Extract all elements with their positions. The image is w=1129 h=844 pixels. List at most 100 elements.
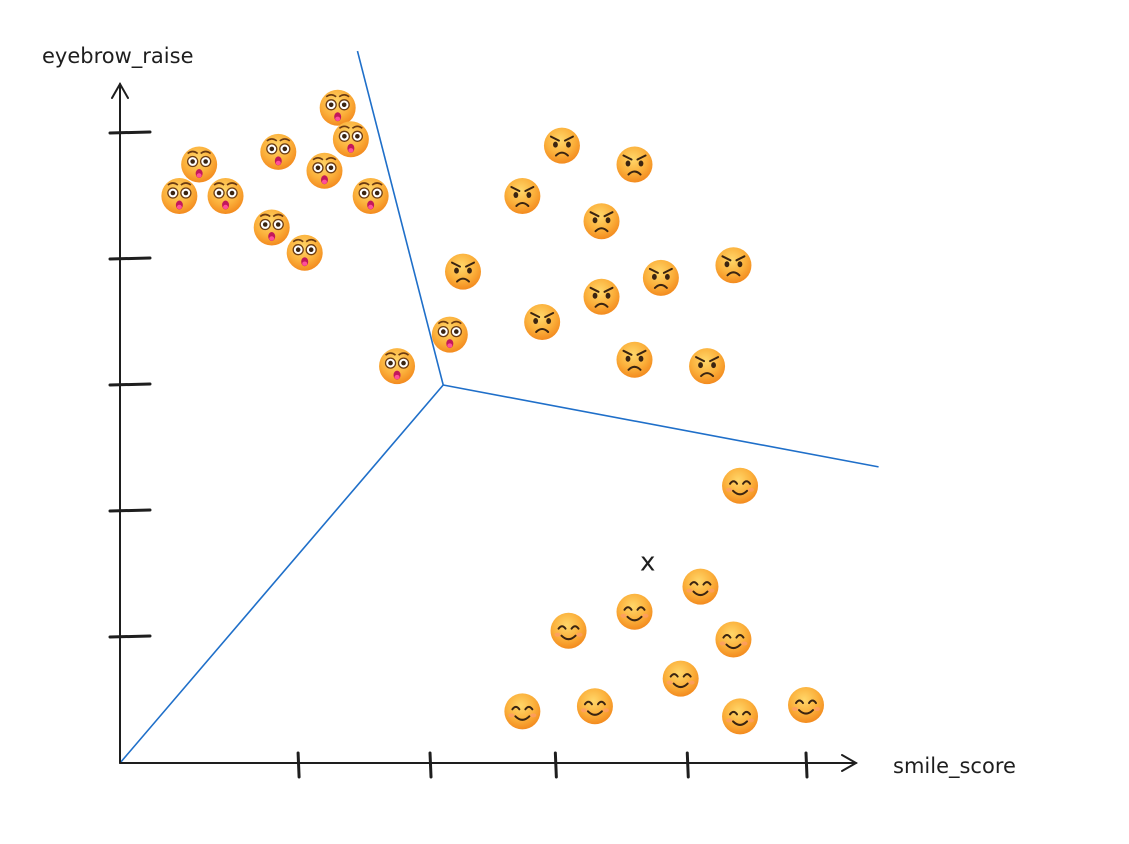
- eyebrow: [622, 349, 647, 356]
- decision-boundaries: [119, 50, 879, 764]
- mouth: [515, 202, 530, 207]
- x-axis-label: smile_score: [893, 754, 1016, 779]
- eye: [737, 261, 743, 268]
- y-tick: [108, 508, 152, 513]
- eyebrow: [351, 125, 363, 129]
- mouth: [627, 170, 642, 176]
- eyebrow: [167, 182, 179, 186]
- eye-pupil: [170, 190, 176, 196]
- face-disc: [543, 127, 580, 164]
- eyebrow: [398, 352, 410, 356]
- eye: [638, 355, 644, 362]
- eye-pupil: [341, 102, 347, 108]
- eye: [592, 217, 598, 224]
- face-disc: [504, 178, 541, 214]
- eyebrow: [259, 213, 271, 218]
- face-disc: [181, 146, 218, 183]
- cheek: [508, 713, 515, 718]
- eye: [698, 362, 703, 369]
- face-disc: [616, 593, 653, 630]
- eye: [729, 710, 752, 716]
- face-disc: [332, 121, 369, 158]
- mouth: [560, 634, 577, 641]
- eye: [553, 141, 558, 148]
- y-axis-label: eyebrow_raise: [42, 44, 194, 69]
- eye-pupil: [342, 134, 347, 139]
- angry-face-icon: [583, 278, 620, 315]
- eye-pupil: [203, 159, 208, 164]
- eyebrow: [305, 238, 317, 243]
- smiling-face-icon: [682, 568, 719, 605]
- eye-pupil: [295, 247, 301, 252]
- face-disc: [550, 612, 587, 649]
- boundary-line: [356, 50, 444, 386]
- eye: [689, 581, 712, 586]
- face-disc: [161, 178, 198, 214]
- mouth: [732, 489, 749, 496]
- eye-pupil: [216, 190, 222, 196]
- face-disc: [524, 304, 561, 340]
- tongue: [302, 261, 308, 266]
- eye: [467, 267, 472, 274]
- cheek: [688, 680, 695, 685]
- eye: [526, 192, 532, 198]
- eyebrow: [272, 213, 284, 218]
- eye-pupil: [269, 146, 275, 152]
- face-disc: [286, 234, 323, 271]
- eye-pupil: [361, 190, 367, 196]
- eyebrow: [180, 182, 192, 186]
- mouth: [554, 151, 569, 157]
- eye: [557, 625, 580, 630]
- smiling-face-icon: [550, 612, 587, 649]
- eyebrow: [279, 138, 291, 142]
- tongue: [368, 204, 374, 210]
- eye-pupil: [454, 329, 459, 334]
- eyebrow: [622, 154, 647, 161]
- eyebrow: [589, 211, 614, 218]
- eyebrow: [648, 267, 673, 274]
- eye-pupil: [183, 190, 189, 196]
- angry-face-icon: [504, 178, 541, 214]
- angry-face-icon: [616, 341, 653, 378]
- eye: [605, 217, 611, 224]
- mouth: [692, 590, 709, 597]
- cheek: [748, 487, 755, 492]
- eye: [583, 700, 606, 706]
- cheek: [792, 707, 798, 712]
- cheek: [554, 632, 561, 637]
- angry-face-icon: [543, 127, 580, 164]
- eye: [533, 318, 539, 324]
- flushed-face-icon: [431, 316, 468, 353]
- eye: [669, 673, 692, 678]
- smiling-face-icon: [788, 687, 824, 724]
- eye: [623, 606, 646, 611]
- mouth: [626, 615, 643, 622]
- face-disc: [722, 467, 759, 504]
- face-disc: [715, 621, 752, 658]
- eye: [625, 160, 631, 167]
- cheek: [719, 641, 726, 646]
- tongue: [394, 374, 400, 380]
- mouth: [514, 715, 531, 721]
- eye: [664, 273, 670, 280]
- cheek: [726, 487, 733, 492]
- face-disc: [504, 693, 541, 730]
- angry-face-icon: [715, 247, 752, 284]
- mouth: [700, 372, 715, 378]
- face-disc: [253, 209, 290, 246]
- face-disc: [616, 146, 653, 183]
- y-tick: [108, 256, 152, 261]
- smiling-face-icon: [576, 688, 613, 725]
- cheek: [576, 632, 583, 637]
- y-tick: [108, 130, 152, 135]
- mouth: [535, 328, 550, 333]
- eye-pupil: [308, 247, 314, 252]
- eye: [454, 267, 459, 274]
- eyebrow: [371, 182, 383, 186]
- eye-pupil: [262, 222, 268, 227]
- eyebrow: [187, 150, 199, 155]
- flushed-face-icon: [319, 89, 356, 126]
- eyebrow: [325, 94, 337, 98]
- cheek: [741, 641, 748, 646]
